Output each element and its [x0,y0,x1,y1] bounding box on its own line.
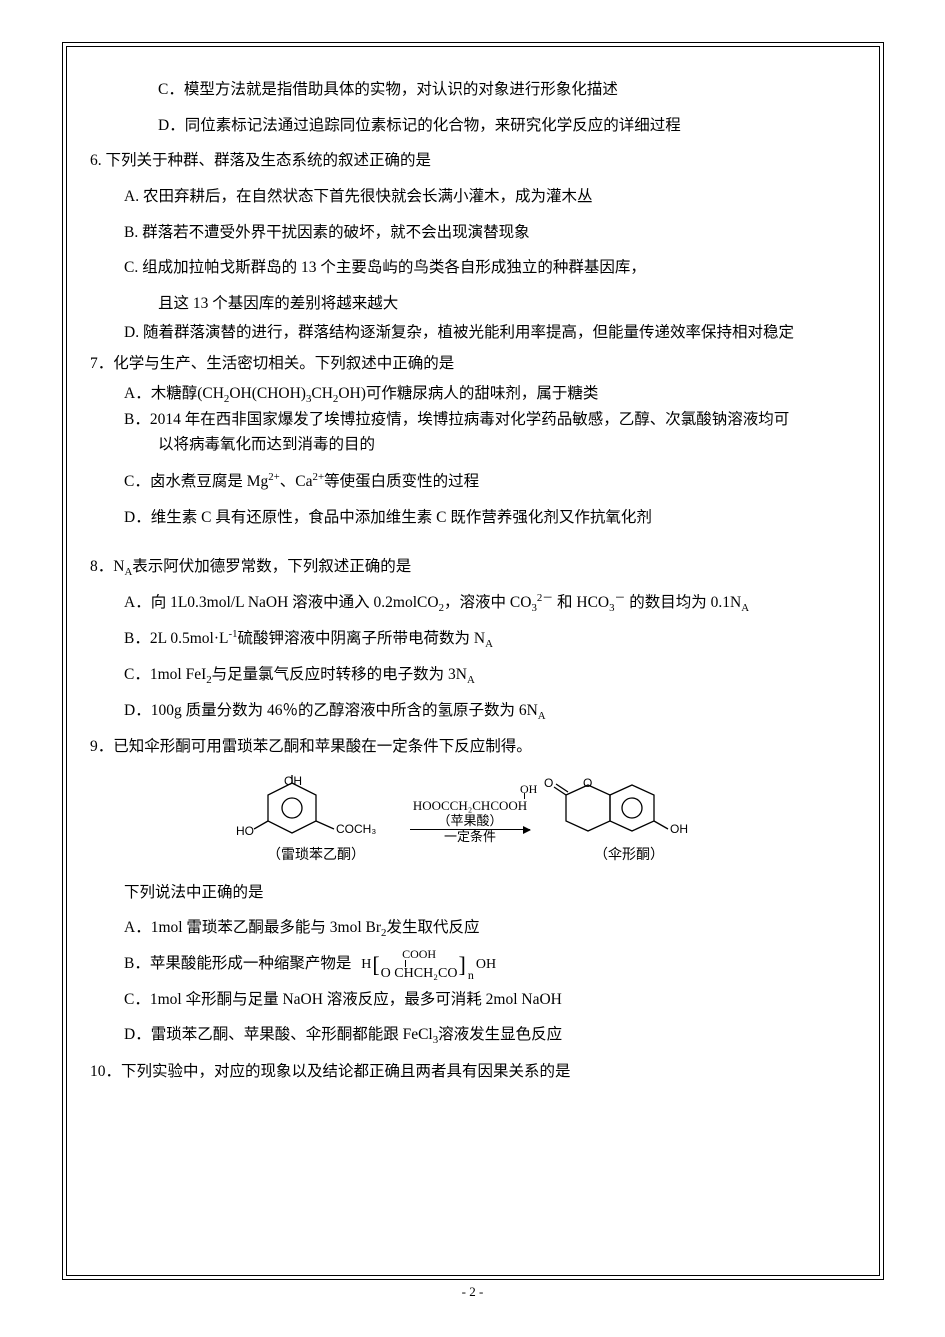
q7-option-d: D．维生素 C 具有还原性，食品中添加维生素 C 既作营养强化剂又作抗氧化剂 [90,500,860,536]
q8-option-c: C．1mol FeI2与足量氯气反应时转移的电子数为 3NA [90,657,860,693]
reagent-oh: OH [520,783,537,797]
text: 等使蛋白质变性的过程 [324,473,479,490]
bracket-right: ] [458,953,467,977]
text: C．1mol FeI [124,666,206,683]
coch3-label: COCH₃ [336,822,376,836]
polymer-left: H [361,957,371,972]
q8-option-b: B．2L 0.5mol·L-1硫酸钾溶液中阴离子所带电荷数为 NA [90,621,860,657]
oh-label: OH [284,774,302,788]
q5-option-c: C．模型方法就是指借助具体的实物，对认识的对象进行形象化描述 [90,72,860,108]
q6-option-a: A. 农田弃耕后，在自然状态下首先很快就会长满小灌木，成为灌木丛 [90,179,860,215]
text: OH)可作糖尿病人的甜味剂，属于糖类 [338,385,598,402]
reactant-col: OH HO COCH₃ （雷琐苯乙酮） [236,773,396,865]
carbonyl-o: O [544,776,553,790]
text: D．雷琐苯乙酮、苹果酸、伞形酮都能跟 FeCl [124,1026,433,1043]
text: C．卤水煮豆腐是 Mg [124,473,268,490]
q7-option-b-line2: 以将病毒氧化而达到消毒的目的 [90,433,860,464]
text: A．木糖醇(CH [124,385,224,402]
text: 8．N [90,558,124,575]
polymer-structure: H [ COOH O CHCH₂CO ] n OH [355,948,496,982]
page-footer: - 2 - [0,1284,945,1300]
q9-option-c: C．1mol 伞形酮与足量 NaOH 溶液反应，最多可消耗 2mol NaOH [90,982,860,1018]
ring-o: O [583,776,592,790]
polymer-mid: O CHCH₂CO [381,967,458,982]
q7-option-b-line1: B．2014 年在西非国家爆发了埃博拉疫情，埃博拉病毒对化学药品敏感，乙醇、次氯… [90,408,860,433]
polymer-repeat: COOH O CHCH₂CO [381,948,458,982]
reactant-label: （雷琐苯乙酮） [267,847,365,865]
q9-option-b: B．苹果酸能形成一种缩聚产物是 H [ COOH O CHCH₂CO ] n O… [90,946,860,982]
product-label: （伞形酮） [594,847,664,865]
reagent-label: （苹果酸） [437,814,502,829]
page: C．模型方法就是指借助具体的实物，对认识的对象进行形象化描述 D．同位素标记法通… [0,0,945,1337]
q6-option-c-line2: 且这 13 个基因库的差别将越来越大 [90,286,860,322]
q9-sub-stem: 下列说法中正确的是 [90,875,860,911]
product-col: O O OH （伞形酮） [544,773,714,865]
polymer-right: OH [474,957,496,972]
text: 溶液发生显色反应 [438,1026,562,1043]
reaction-scheme: OH HO COCH₃ （雷琐苯乙酮） OH HOOCCH₂CHCOOH （苹果… [90,765,860,875]
text: 表示阿伏加德罗常数，下列叙述正确的是 [132,558,411,575]
arrow-col: OH HOOCCH₂CHCOOH （苹果酸） 一定条件 [404,785,536,865]
spacer [90,535,860,549]
reaction-condition: 一定条件 [444,830,496,845]
reagent-formula: HOOCCH₂CHCOOH [413,799,527,814]
ho-label: HO [236,824,254,838]
content-area: C．模型方法就是指借助具体的实物，对认识的对象进行形象化描述 D．同位素标记法通… [90,72,860,1089]
text: B．2L 0.5mol·L [124,630,228,647]
text: OH(CHOH) [229,385,306,402]
text: 硫酸钾溶液中阴离子所带电荷数为 N [238,630,486,647]
reactant-structure: OH HO COCH₃ [236,773,396,845]
text: 与足量氯气反应时转移的电子数为 3N [212,666,467,683]
q6-option-b: B. 群落若不遭受外界干扰因素的破坏，就不会出现演替现象 [90,215,860,251]
polymer-n: n [467,969,474,982]
q8-option-d: D．100g 质量分数为 46％的乙醇溶液中所含的氢原子数为 6NA [90,693,860,729]
text: A．1mol 雷琐苯乙酮最多能与 3mol Br [124,919,381,936]
q5-option-d: D．同位素标记法通过追踪同位素标记的化合物，来研究化学反应的详细过程 [90,108,860,144]
bracket-left: [ [371,953,380,977]
text: A．向 1L0.3mol/L NaOH 溶液中通入 0.2molCO [124,594,439,611]
text: B．苹果酸能形成一种缩聚产物是 [124,955,351,972]
q8-option-a: A．向 1L0.3mol/L NaOH 溶液中通入 0.2molCO2，溶液中 … [90,585,860,621]
product-structure: O O OH [544,773,714,845]
oh-bond [524,793,525,799]
q7-option-c: C．卤水煮豆腐是 Mg2+、Ca2+等使蛋白质变性的过程 [90,464,860,500]
polymer-top: COOH [402,948,436,961]
q9-option-a: A．1mol 雷琐苯乙酮最多能与 3mol Br2发生取代反应 [90,910,860,946]
q6-option-c-line1: C. 组成加拉帕戈斯群岛的 13 个主要岛屿的鸟类各自形成独立的种群基因库， [90,250,860,286]
text: 、Ca [280,473,313,490]
text: 发生取代反应 [386,919,479,936]
text: CH [311,385,333,402]
text: ，溶液中 CO [444,594,531,611]
q6-option-d: D. 随着群落演替的进行，群落结构逐渐复杂，植被光能利用率提高，但能量传递效率保… [90,321,860,346]
q9-stem: 9．已知伞形酮可用雷琐苯乙酮和苹果酸在一定条件下反应制得。 [90,729,860,765]
q6-stem: 6. 下列关于种群、群落及生态系统的叙述正确的是 [90,143,860,179]
product-oh: OH [670,822,688,836]
q10-stem: 10．下列实验中，对应的现象以及结论都正确且两者具有因果关系的是 [90,1054,860,1090]
reaction-arrow [410,829,530,830]
text: D．100g 质量分数为 46％的乙醇溶液中所含的氢原子数为 6N [124,702,538,719]
q7-option-a: A．木糖醇(CH2OH(CHOH)3CH2OH)可作糖尿病人的甜味剂，属于糖类 [90,382,860,408]
q7-stem: 7．化学与生产、生活密切相关。下列叙述中正确的是 [90,346,860,382]
q8-stem: 8．NA表示阿伏加德罗常数，下列叙述正确的是 [90,549,860,585]
text: 和 HCO [553,594,609,611]
text: 的数目均为 0.1N [625,594,741,611]
q9-option-d: D．雷琐苯乙酮、苹果酸、伞形酮都能跟 FeCl3溶液发生显色反应 [90,1017,860,1053]
